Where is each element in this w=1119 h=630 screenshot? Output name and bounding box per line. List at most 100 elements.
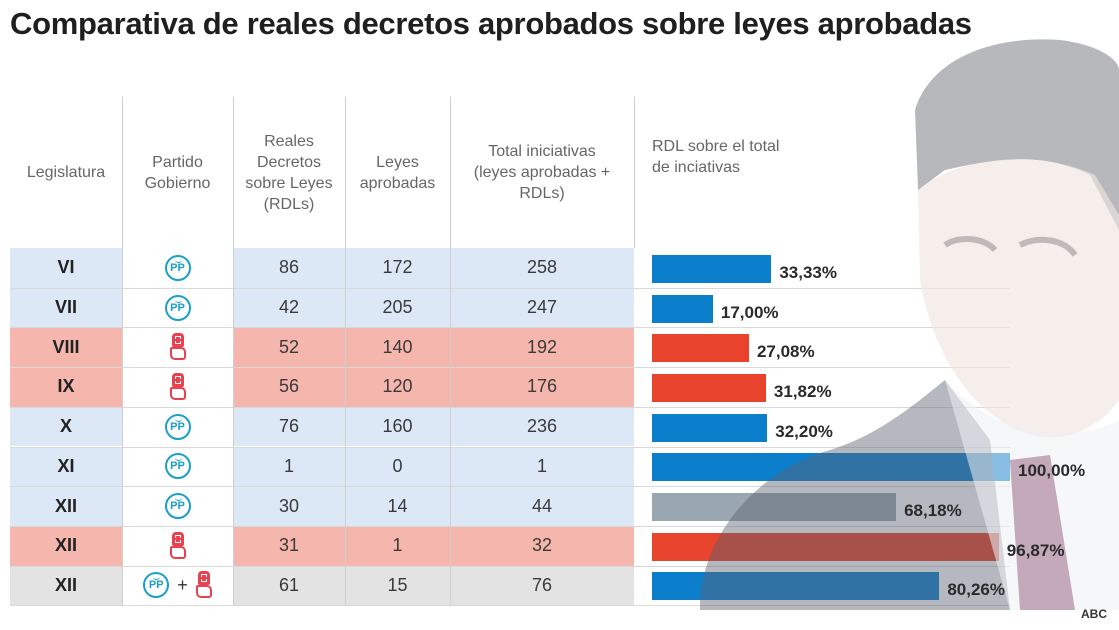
column-header-line: de inciativas [652,158,741,176]
column-header-line: Total iniciativas [488,143,596,160]
cell-total: 176 [450,367,634,407]
cell-total: 44 [450,486,634,526]
cell-rdl: 86 [233,248,345,288]
table-row: VIII 52 140 192 [10,327,635,368]
cell-partido: PP + [122,565,233,606]
column-header-line: Reales [264,132,314,150]
psoe-logo-icon [169,531,186,560]
cell-rdl: 76 [233,406,345,447]
cell-rdl: 1 [233,446,345,487]
bar-value-label: 33,33% [779,262,837,282]
cell-legislatura: VI [10,248,122,288]
cell-partido [122,367,233,407]
cell-total: 192 [450,327,634,368]
cell-leyes: 205 [345,287,450,328]
row-divider [10,327,1010,329]
cell-total: 258 [450,248,634,288]
cell-legislatura: IX [10,367,122,407]
row-divider [10,605,1010,607]
column-header-line: (leyes aprobadas + [473,164,611,181]
column-header-total: Total iniciativas (leyes aprobadas + RDLs) [450,97,634,248]
table-row: XII 31 1 32 [10,525,635,566]
pp-logo-icon: PP [164,294,191,321]
table-row: XII PP 30 14 44 [10,486,635,526]
table-row: VI PP 86 172 258 [10,248,635,288]
bar-value-label: 80,26% [947,580,1005,600]
column-header-pct: RDL sobre el total de inciativas [634,81,902,232]
cell-leyes: 0 [345,446,450,487]
column-divider [345,97,346,605]
bar [652,334,749,363]
row-divider [10,406,1010,408]
cell-rdl: 42 [233,287,345,328]
bar-value-label: 96,87% [1006,540,1065,560]
bar [652,453,1010,482]
table-row: IX 56 120 176 [10,367,635,407]
cell-legislatura: X [10,406,122,447]
column-divider [634,97,635,248]
bar-value-label: 31,82% [773,381,832,401]
column-header-line: sobre Leyes [245,174,333,192]
cell-leyes: 160 [345,406,450,447]
column-header-line: RDLs) [519,185,565,202]
row-divider [10,486,1010,488]
column-header-line: Decretos [256,153,321,171]
table-row: XII PP +61 15 76 [10,565,635,606]
plus-sign: + [177,574,188,595]
cell-total: 32 [450,525,634,566]
cell-leyes: 15 [345,565,450,606]
cell-partido [122,525,233,566]
cell-total: 76 [450,565,634,606]
cell-legislatura: XII [10,486,122,526]
column-header-line: (RDLs) [263,195,315,213]
bar [652,373,766,402]
bar [652,413,768,442]
row-divider [10,367,1010,369]
cell-rdl: 61 [233,565,345,606]
row-divider [10,525,1010,527]
column-header-line: RDL sobre el total [652,137,780,155]
cell-leyes: 1 [345,525,450,566]
column-header-line: Leyes [376,153,419,171]
cell-rdl: 31 [233,525,345,566]
column-header-line: aprobadas [359,174,436,192]
table-row: X PP 76 160 236 [10,406,635,447]
row-divider [10,565,1010,567]
column-header-line: Gobierno [144,174,211,192]
column-header-legislatura: Legislatura [10,97,122,248]
pp-logo-icon: PP [143,572,170,599]
bar [652,532,999,561]
bar-value-label: 68,18% [904,501,962,521]
cell-legislatura: VII [10,287,122,328]
column-header-rdl: Reales Decretos sobre Leyes (RDLs) [233,97,345,248]
bar [652,572,940,601]
cell-legislatura: VIII [10,327,122,368]
table-row: VII PP 42 205 247 [10,287,635,328]
bar-value-label: 27,08% [756,342,815,362]
pp-logo-icon: PP [164,453,191,480]
column-header-partido: Partido Gobierno [122,97,233,248]
cell-partido: PP [122,248,233,288]
bar [652,254,772,283]
cell-partido: PP [122,486,233,526]
cell-leyes: 14 [345,486,450,526]
column-divider [122,97,123,605]
cell-leyes: 172 [345,248,450,288]
psoe-logo-icon [169,372,186,401]
column-header-leyes: Leyes aprobadas [345,97,450,248]
cell-partido: PP [122,406,233,447]
row-divider [10,446,1010,448]
cell-rdl: 56 [233,367,345,407]
cell-rdl: 52 [233,327,345,368]
cell-leyes: 140 [345,327,450,368]
row-divider [10,287,1010,289]
cell-rdl: 30 [233,486,345,526]
column-header-line: Partido [152,153,203,171]
cell-total: 236 [450,406,634,447]
column-divider [450,97,451,605]
column-header-line: Legislatura [26,164,106,181]
cell-legislatura: XII [10,565,122,606]
cell-total: 247 [450,287,634,328]
pp-logo-icon: PP [164,493,191,520]
